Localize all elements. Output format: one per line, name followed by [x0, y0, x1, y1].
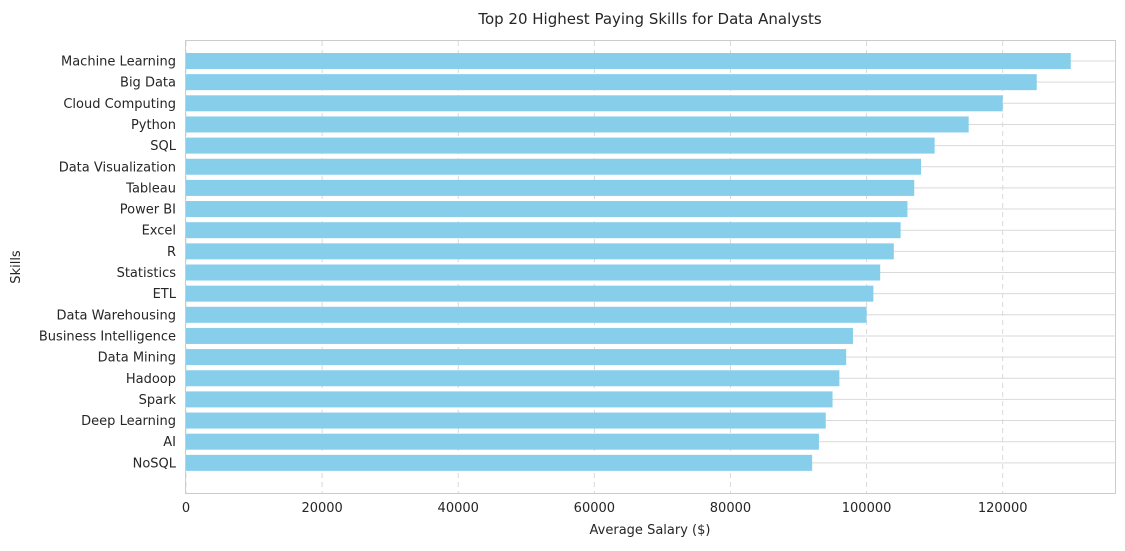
bar	[186, 327, 853, 344]
y-tick-label: Data Warehousing	[56, 308, 176, 323]
y-tick-label: Business Intelligence	[39, 329, 176, 344]
y-tick-label: Data Mining	[98, 351, 176, 366]
bar	[186, 137, 935, 154]
y-tick-label: Power BI	[120, 203, 176, 218]
y-tick-label: Tableau	[125, 181, 176, 196]
x-tick-label: 100000	[842, 501, 892, 516]
y-tick-label: Hadoop	[126, 372, 176, 387]
y-tick-label: Spark	[139, 393, 177, 408]
y-tick-label: SQL	[150, 139, 176, 154]
bar	[186, 95, 1003, 112]
bar	[186, 370, 840, 387]
bar	[186, 349, 847, 366]
y-axis-label: Skills	[9, 250, 24, 284]
bar	[186, 201, 908, 218]
y-tick-label: ETL	[153, 287, 177, 302]
x-tick-labels: 0 20000 40000 60000 80000 100000 120000	[182, 501, 1028, 516]
y-tick-label: Big Data	[120, 76, 176, 91]
bar	[186, 158, 922, 175]
bar	[186, 412, 826, 429]
bar	[186, 264, 881, 281]
x-tick-label: 20000	[301, 501, 342, 516]
y-tick-label: Statistics	[117, 266, 177, 281]
bar	[186, 116, 969, 133]
y-tick-label: AI	[163, 435, 176, 450]
x-tick-label: 60000	[574, 501, 615, 516]
bar	[186, 285, 874, 302]
y-tick-label: Data Visualization	[59, 160, 176, 175]
axes	[185, 40, 1116, 494]
plot-frame	[185, 40, 1116, 494]
bar	[186, 179, 915, 196]
x-axis-label: Average Salary ($)	[590, 523, 711, 538]
y-tick-label: Cloud Computing	[63, 97, 176, 112]
bar	[186, 306, 867, 323]
bar	[186, 222, 901, 239]
bar	[186, 74, 1037, 91]
bar	[186, 53, 1071, 69]
chart-title: Top 20 Highest Paying Skills for Data An…	[477, 10, 821, 28]
bars	[186, 53, 1071, 471]
y-tick-label: R	[167, 245, 176, 260]
bar	[186, 433, 819, 450]
bar	[186, 391, 833, 408]
y-tick-label: Excel	[142, 224, 176, 239]
bar	[186, 243, 894, 260]
y-tick-label: Deep Learning	[81, 414, 176, 429]
y-tick-label: Python	[131, 118, 176, 133]
x-tick-label: 0	[182, 501, 190, 516]
x-tick-label: 120000	[978, 501, 1028, 516]
y-tick-label: NoSQL	[133, 456, 177, 471]
x-tick-label: 40000	[438, 501, 479, 516]
x-tick-label: 80000	[710, 501, 751, 516]
bar	[186, 454, 813, 471]
y-tick-labels: Machine Learning Big Data Cloud Computing P…	[39, 55, 177, 472]
y-tick-label: Machine Learning	[61, 55, 176, 70]
